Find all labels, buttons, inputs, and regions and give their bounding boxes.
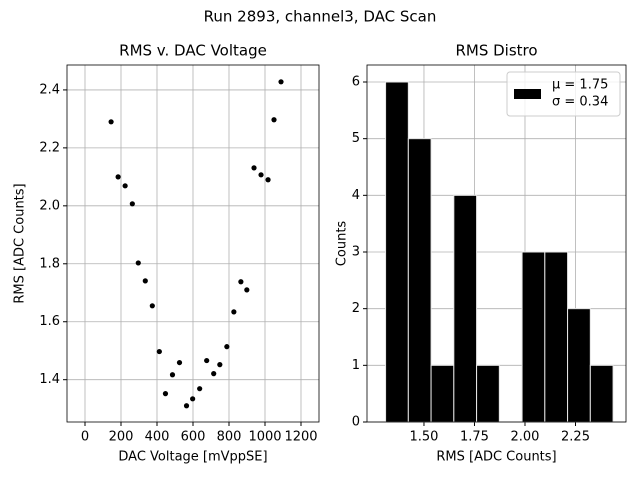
y-tick-label: 1.4	[39, 372, 60, 387]
x-tick-label: 1000	[248, 430, 281, 445]
x-tick-label: 1.50	[409, 430, 438, 445]
y-tick-label: 2.4	[39, 82, 60, 97]
point	[211, 371, 217, 377]
legend-label: μ = 1.75	[552, 78, 608, 93]
axes-title: RMS Distro	[455, 42, 537, 60]
y-tick-label: 2.2	[39, 140, 60, 155]
point	[183, 403, 190, 409]
plot-frame	[66, 64, 320, 423]
point	[238, 279, 244, 285]
y-tick-label: 5	[352, 131, 360, 146]
point	[217, 362, 223, 368]
x-tick-label: 800	[217, 430, 242, 445]
x-tick-label: 600	[181, 430, 206, 445]
y-axis-label: RMS [ADC Counts]	[13, 183, 28, 303]
point	[204, 357, 210, 364]
point	[231, 309, 237, 315]
legend-box	[506, 71, 621, 117]
x-axis-label: DAC Voltage [mVppSE]	[118, 450, 267, 465]
x-tick-label: 200	[109, 430, 134, 445]
point	[135, 260, 141, 266]
figure-title: Run 2893, channel3, DAC Scan	[204, 8, 437, 26]
point	[244, 287, 250, 293]
point	[258, 172, 264, 178]
point	[176, 359, 183, 366]
point	[142, 278, 148, 284]
y-tick-label: 2.0	[39, 198, 60, 213]
x-tick-label: 1.75	[460, 430, 489, 445]
y-tick-label: 6	[352, 75, 360, 90]
point	[129, 201, 135, 207]
axes-title: RMS v. DAC Voltage	[119, 42, 267, 60]
x-axis-label: RMS [ADC Counts]	[436, 450, 556, 465]
point	[115, 174, 121, 180]
point	[169, 372, 176, 378]
bar	[407, 138, 432, 423]
bar	[589, 364, 614, 423]
point	[156, 348, 162, 355]
y-tick-label: 1	[352, 358, 360, 373]
y-tick-label: 4	[352, 188, 360, 203]
plot-frame	[366, 64, 627, 423]
x-tick-label: 0	[81, 430, 89, 445]
bar	[453, 194, 478, 423]
y-tick-label: 1.8	[39, 256, 60, 271]
bar	[544, 251, 569, 423]
point	[271, 117, 277, 123]
y-tick-label: 3	[352, 245, 360, 260]
point	[265, 177, 271, 183]
y-tick-label: 0	[352, 415, 360, 430]
x-tick-label: 2.25	[561, 430, 590, 445]
bar	[567, 308, 591, 423]
point	[162, 391, 169, 397]
point	[122, 183, 128, 189]
x-tick-label: 2.00	[511, 430, 540, 445]
point	[278, 79, 284, 85]
bar	[521, 251, 546, 423]
bar	[385, 81, 409, 423]
bar	[476, 364, 500, 423]
legend-label: σ = 0.34	[552, 95, 608, 110]
bar	[430, 364, 455, 423]
y-axis-label: Counts	[335, 221, 350, 267]
y-tick-label: 2	[352, 301, 360, 316]
point	[190, 396, 196, 402]
point	[224, 344, 230, 350]
x-tick-label: 400	[145, 430, 170, 445]
point	[149, 303, 155, 309]
point	[197, 386, 203, 392]
point	[251, 165, 257, 171]
point	[108, 119, 114, 125]
y-tick-label: 1.6	[39, 314, 60, 329]
legend-patch	[514, 89, 541, 99]
x-tick-label: 1200	[284, 430, 317, 445]
